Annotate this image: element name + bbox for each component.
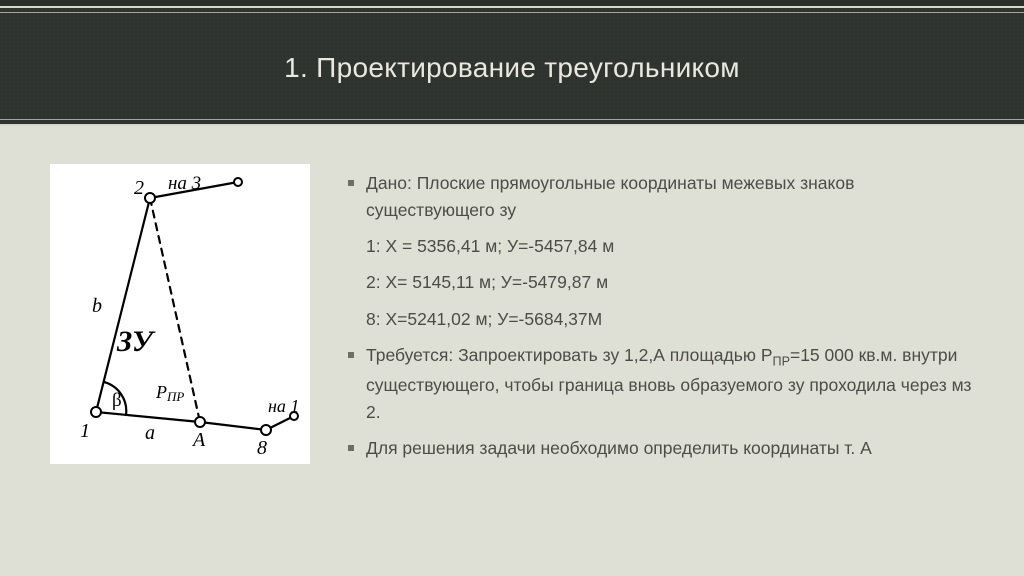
ext-1-label: на 1 <box>268 396 299 416</box>
node-A-label: A <box>191 429 206 451</box>
diagram: 2 на 3 1 A 8 на 1 b a β ЗУ PПР <box>50 164 310 464</box>
req-text-before: Требуется: Запроектировать зу 1,2,А площ… <box>366 345 773 365</box>
content-row: 2 на 3 1 A 8 на 1 b a β ЗУ PПР Дано: Пло… <box>0 126 1024 501</box>
coord-8: 8: X=5241,02 м; У=-5684,37М <box>348 306 974 333</box>
slide-title: 1. Проектирование треугольником <box>0 8 1024 128</box>
node-8-label: 8 <box>257 437 267 459</box>
zu-label: ЗУ <box>116 325 156 358</box>
node-1-label: 1 <box>80 420 90 442</box>
coord-1: 1: X = 5356,41 м; У=-5457,84 м <box>348 233 974 260</box>
title-band: 1. Проектирование треугольником <box>0 6 1024 126</box>
node-2-label: 2 <box>134 177 144 199</box>
solve-line: Для решения задачи необходимо определить… <box>348 435 974 462</box>
angle-beta-label: β <box>112 390 122 411</box>
req-sub: ПР <box>773 354 790 368</box>
divider <box>0 119 1024 120</box>
divider <box>0 12 1024 13</box>
requirement-line: Требуется: Запроектировать зу 1,2,А площ… <box>348 342 974 426</box>
coord-2: 2: X= 5145,11 м; У=-5479,87 м <box>348 269 974 296</box>
ppr-label: PПР <box>155 382 184 404</box>
given-line: Дано: Плоские прямоугольные координаты м… <box>348 170 974 224</box>
ext-3-label: на 3 <box>168 173 201 194</box>
text-column: Дано: Плоские прямоугольные координаты м… <box>348 164 974 471</box>
edge-b-label: b <box>92 295 102 317</box>
edge-a-label: a <box>145 422 155 444</box>
